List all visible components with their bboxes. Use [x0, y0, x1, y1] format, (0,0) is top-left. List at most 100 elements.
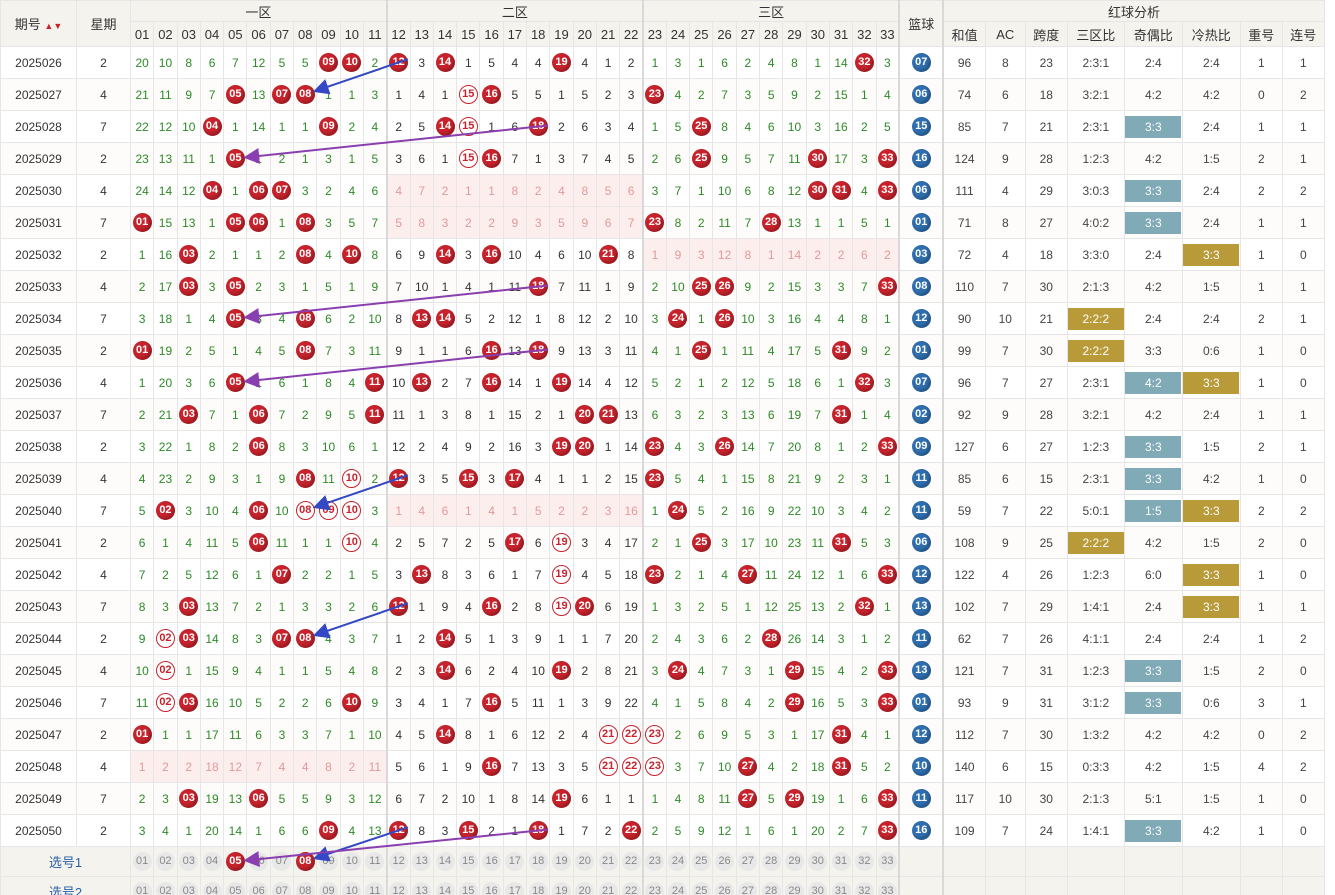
pick-ball-15[interactable]: 15	[458, 882, 478, 895]
pick-ball-21[interactable]: 21	[598, 882, 618, 895]
pick-ball-13[interactable]: 13	[412, 882, 432, 895]
sort-icon[interactable]: ▲▼	[44, 21, 63, 31]
pick-ball-23[interactable]: 23	[645, 852, 665, 871]
pick-ball-08[interactable]: 08	[295, 852, 315, 871]
pick-ball-27[interactable]: 27	[738, 882, 758, 895]
pick-ball-33[interactable]: 33	[877, 852, 897, 871]
omission-cell: 1	[875, 462, 900, 495]
pick-ball-16[interactable]: 16	[482, 852, 502, 871]
pick-ball-18[interactable]: 18	[528, 882, 548, 895]
omission-cell: 1	[409, 334, 434, 367]
pick-ball-23[interactable]: 23	[645, 882, 665, 895]
pick-ball-21[interactable]: 21	[598, 852, 618, 871]
pick-ball-29[interactable]: 29	[784, 882, 804, 895]
pick-ball-27[interactable]: 27	[738, 852, 758, 871]
pick-ball-31[interactable]: 31	[831, 852, 851, 871]
pick-ball-26[interactable]: 26	[715, 882, 735, 895]
pick-ball-12[interactable]: 12	[389, 882, 409, 895]
pick-ball-15[interactable]: 15	[458, 852, 478, 871]
number-header-28: 28	[759, 21, 784, 47]
pick-ball-04[interactable]: 04	[202, 882, 222, 895]
weekday-cell: 2	[76, 46, 131, 79]
red-ball: 03	[179, 597, 199, 616]
pick-ball-17[interactable]: 17	[505, 882, 525, 895]
analysis-cell: 1:4:1	[1066, 814, 1125, 847]
pick-ball-14[interactable]: 14	[435, 882, 455, 895]
omission-cell: 1	[502, 494, 528, 527]
analysis-cell: 1	[1239, 46, 1283, 79]
pick-ball-08[interactable]: 08	[295, 882, 315, 895]
pick-ball-24[interactable]: 24	[668, 882, 688, 895]
pick-ball-09[interactable]: 09	[319, 852, 339, 871]
pick-ball-04[interactable]: 04	[202, 852, 222, 871]
omission-cell: 5	[293, 782, 318, 815]
omission-cell: 17	[153, 270, 178, 303]
pick-ball-29[interactable]: 29	[784, 852, 804, 871]
pick-ball-05[interactable]: 05	[225, 852, 245, 871]
omission-cell: 2	[479, 206, 504, 239]
pick-ball-30[interactable]: 30	[808, 882, 828, 895]
pick-ball-32[interactable]: 32	[854, 852, 874, 871]
analysis-cell: 3:3	[1123, 686, 1183, 719]
pick-ball-12[interactable]: 12	[389, 852, 409, 871]
pick-ball-22[interactable]: 22	[621, 852, 641, 871]
red-ball: 02	[155, 501, 175, 520]
pick-ball-24[interactable]: 24	[668, 852, 688, 871]
pick-ball-06[interactable]: 06	[249, 852, 269, 871]
pick-ball-26[interactable]: 26	[715, 852, 735, 871]
hit-cell: 07	[269, 174, 295, 207]
pick-ball-19[interactable]: 19	[551, 882, 571, 895]
red-ball: 06	[249, 437, 269, 456]
pick-ball-11[interactable]: 11	[365, 852, 385, 871]
pick-ball-30[interactable]: 30	[808, 852, 828, 871]
pick-ball-31[interactable]: 31	[831, 882, 851, 895]
pick-ball-20[interactable]: 20	[575, 852, 595, 871]
pick-ball-10[interactable]: 10	[342, 852, 362, 871]
omission-cell: 4	[432, 430, 458, 463]
omission-cell: 4	[385, 174, 411, 207]
pick-ball-09[interactable]: 09	[319, 882, 339, 895]
pick-ball-22[interactable]: 22	[621, 882, 641, 895]
pick-label: 选号2	[0, 876, 131, 895]
pick-ball-25[interactable]: 25	[691, 882, 711, 895]
pick-ball-03[interactable]: 03	[179, 882, 199, 895]
pick-ball-25[interactable]: 25	[691, 852, 711, 871]
analysis-cell: 3:3	[1123, 206, 1183, 239]
analysis-cell: 111	[942, 174, 986, 207]
pick-ball-13[interactable]: 13	[412, 852, 432, 871]
pick-ball-03[interactable]: 03	[179, 852, 199, 871]
pick-ball-07[interactable]: 07	[272, 882, 292, 895]
period-header[interactable]: 期号 ▲▼	[0, 0, 77, 47]
pick-ball-02[interactable]: 02	[155, 852, 175, 871]
omission-cell: 9	[689, 814, 714, 847]
omission-cell: 1	[642, 46, 667, 79]
pick-ball-06[interactable]: 06	[249, 882, 269, 895]
pick-ball-33[interactable]: 33	[877, 882, 897, 895]
red-ball: 22	[621, 757, 641, 776]
pick-ball-07[interactable]: 07	[272, 852, 292, 871]
red-ball: 14	[435, 53, 455, 72]
analysis-cell: 1	[1239, 110, 1283, 143]
pick-ball-01[interactable]: 01	[132, 852, 152, 871]
omission-cell: 2	[642, 814, 667, 847]
pick-ball-17[interactable]: 17	[505, 852, 525, 871]
pick-ball-11[interactable]: 11	[365, 882, 385, 895]
pick-ball-20[interactable]: 20	[575, 882, 595, 895]
omission-cell: 3	[385, 686, 411, 719]
pick-ball-18[interactable]: 18	[528, 852, 548, 871]
omission-cell: 3	[316, 142, 341, 175]
pick-ball-10[interactable]: 10	[342, 882, 362, 895]
pick-ball-05[interactable]: 05	[225, 882, 245, 895]
pick-ball-14[interactable]: 14	[435, 852, 455, 871]
pick-ball-28[interactable]: 28	[761, 852, 781, 871]
number-header-09: 09	[316, 21, 341, 47]
hit-cell: 06	[246, 430, 271, 463]
pick-ball-19[interactable]: 19	[551, 852, 571, 871]
pick-ball-01[interactable]: 01	[132, 882, 152, 895]
pick-ball-16[interactable]: 16	[482, 882, 502, 895]
pick-ball-28[interactable]: 28	[761, 882, 781, 895]
analysis-cell: 4:2	[1123, 750, 1183, 783]
pick-ball-32[interactable]: 32	[854, 882, 874, 895]
pick-ball-02[interactable]: 02	[155, 882, 175, 895]
